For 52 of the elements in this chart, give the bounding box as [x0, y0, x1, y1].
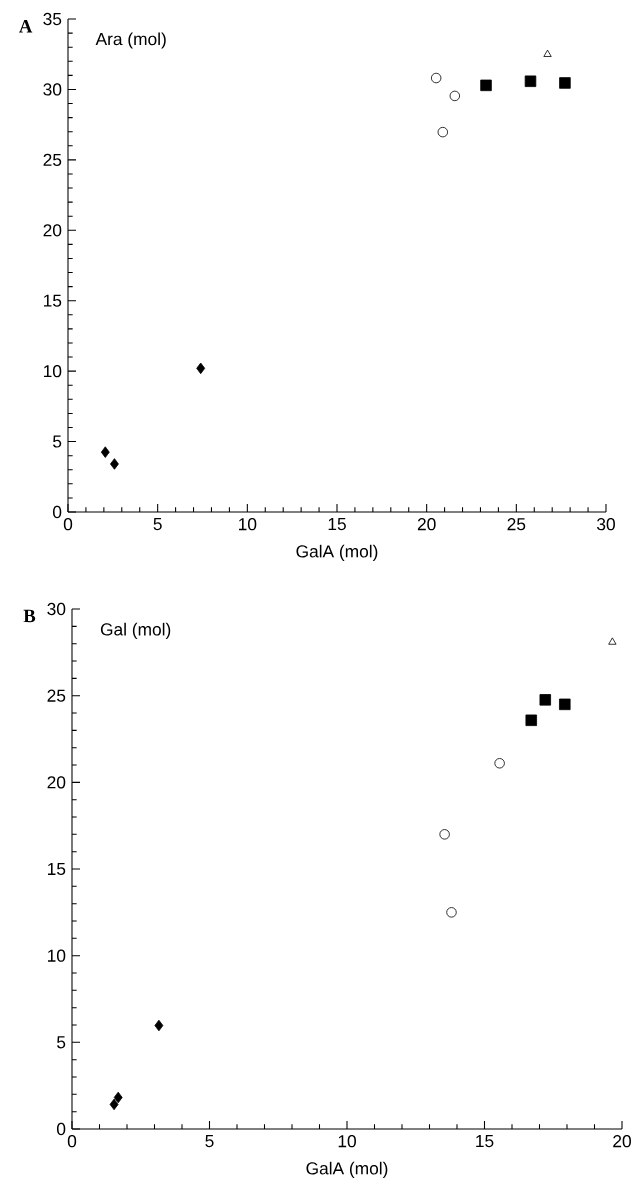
- point: [100, 446, 110, 458]
- point: [446, 907, 457, 918]
- x-tick-label: 15: [476, 1135, 494, 1148]
- text: A: [19, 20, 33, 33]
- point: [525, 714, 537, 727]
- y-tick-label: 20: [47, 776, 66, 789]
- x-axis-title: GalA (mol): [296, 544, 378, 561]
- x-tick-label: 10: [338, 1135, 356, 1148]
- point: [559, 698, 571, 711]
- x-tick-label: 5: [153, 518, 162, 531]
- x-tick-label: 20: [417, 518, 436, 531]
- y-tick-label: 0: [56, 1122, 66, 1136]
- y-tick-label: 30: [43, 83, 62, 96]
- point: [437, 126, 448, 138]
- y-tick-label: 25: [43, 153, 62, 166]
- y-axis-title: Gal (mol): [100, 622, 171, 640]
- point: [154, 1019, 164, 1032]
- x-axis-title: GalA (mol): [306, 1161, 388, 1178]
- x-tick-label: 15: [328, 518, 346, 531]
- point: [480, 79, 492, 92]
- x-tick-label: 0: [67, 1135, 77, 1148]
- point: [110, 458, 119, 470]
- y-tick-label: 20: [43, 224, 62, 237]
- x-tick-label: 10: [239, 518, 257, 531]
- y-tick-label: 15: [47, 862, 66, 876]
- point: [439, 829, 450, 840]
- y-tick-label: 5: [57, 1036, 66, 1049]
- point: [449, 90, 461, 102]
- y-tick-label: 35: [43, 12, 62, 26]
- x-tick-label: 30: [597, 518, 615, 531]
- y-tick-label: 0: [52, 505, 62, 519]
- point: [543, 49, 552, 57]
- point: [539, 694, 552, 706]
- point: [494, 758, 505, 769]
- point: [109, 1098, 119, 1111]
- point: [430, 72, 442, 84]
- x-tick-label: 20: [613, 1135, 631, 1148]
- point: [608, 637, 617, 645]
- y-tick-label: 5: [53, 435, 62, 448]
- x-tick-label: 5: [205, 1135, 214, 1148]
- y-tick-label: 15: [43, 294, 62, 307]
- point: [559, 77, 571, 89]
- text: B: [23, 609, 36, 623]
- y-tick-label: 10: [47, 949, 66, 962]
- y-tick-label: 10: [43, 365, 62, 378]
- x-tick-label: 25: [507, 518, 526, 531]
- point: [113, 1091, 123, 1104]
- y-tick-label: 30: [47, 602, 66, 616]
- point: [524, 75, 537, 87]
- y-tick-label: 25: [47, 689, 66, 702]
- point: [196, 362, 206, 375]
- y-axis-title: Ara (mol): [95, 32, 166, 49]
